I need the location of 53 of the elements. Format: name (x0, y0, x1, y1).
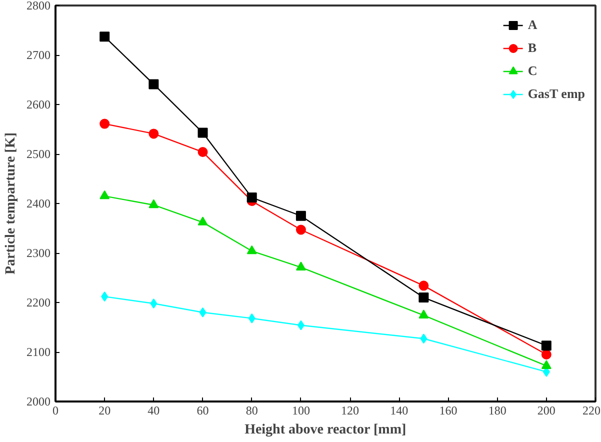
point (199, 307, 206, 318)
point (420, 334, 428, 344)
x-tick-label: 80 (246, 404, 258, 418)
y-tick-label: 2300 (26, 246, 50, 260)
point (541, 360, 552, 369)
point (198, 128, 208, 138)
point (100, 190, 110, 200)
x-tick-label: 120 (341, 404, 360, 418)
legend-label: C (528, 63, 538, 79)
x-tick-label: 140 (390, 404, 408, 418)
point (541, 349, 552, 360)
x-tick-label: 100 (292, 404, 310, 418)
y-tick-label: 2500 (26, 147, 50, 161)
x-tick-label: 160 (439, 404, 458, 418)
point (100, 32, 110, 42)
x-tick-label: 60 (196, 404, 209, 418)
y-tick-label: 2400 (26, 196, 50, 210)
point (148, 79, 159, 90)
point (100, 118, 110, 129)
point (297, 320, 304, 330)
point (296, 262, 306, 270)
legend-label: B (528, 40, 538, 56)
point (246, 245, 257, 254)
point (296, 210, 306, 221)
point (246, 192, 257, 203)
y-tick-label: 2700 (26, 48, 50, 62)
point (418, 292, 429, 303)
point (148, 128, 159, 139)
y-tick-label: 2100 (26, 345, 50, 359)
x-tick-label: 40 (148, 404, 160, 418)
point (198, 216, 208, 226)
point (198, 147, 208, 158)
y-tick-label: 2600 (26, 98, 50, 112)
y-axis-title: Particle temparture [K] (4, 132, 18, 275)
x-tick-label: 20 (98, 404, 111, 418)
point (148, 199, 159, 208)
x-tick-label: 0 (52, 404, 58, 418)
point (296, 224, 306, 235)
x-tick-label: 220 (582, 404, 600, 418)
x-tick-label: 200 (537, 404, 556, 418)
y-tick-label: 2000 (26, 394, 50, 408)
point (150, 298, 158, 308)
legend-label: GasT emp (528, 86, 585, 102)
y-tick-label: 2200 (26, 296, 50, 310)
legend-label: A (528, 17, 538, 33)
point (418, 310, 429, 318)
x-tick-label: 180 (488, 404, 506, 418)
point (101, 292, 108, 302)
point (541, 340, 552, 351)
x-axis-title: Height above reactor [mm] (244, 422, 406, 438)
point (248, 313, 256, 324)
y-tick-label: 2800 (26, 0, 50, 12)
point (418, 280, 429, 291)
